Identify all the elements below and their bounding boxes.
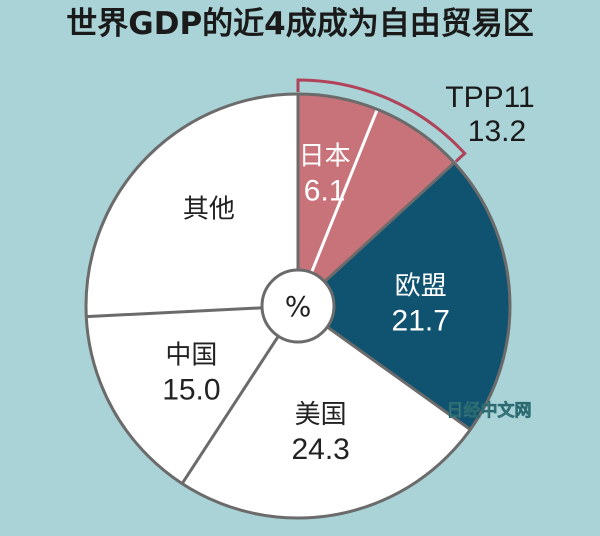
tpp11-bracket [296, 78, 467, 163]
slice-label-value-1: 6.1 [304, 175, 346, 208]
slice-label-name-3: 欧盟 [395, 272, 447, 302]
unit-label: % [285, 290, 312, 323]
pie-slice-6 [86, 94, 299, 317]
slice-label-value-4: 24.3 [291, 433, 349, 466]
tpp11-label: TPP11 [445, 81, 535, 114]
pie-slice-5 [86, 306, 299, 484]
pie-outline [84, 92, 512, 520]
slice-label-name-4: 美国 [295, 400, 347, 430]
pie-slice-2 [298, 109, 455, 307]
slice-label-value-3: 21.7 [392, 305, 450, 338]
watermark-logo: 日经中文网 [447, 400, 532, 421]
slice-label-name-6: 其他 [183, 194, 235, 224]
slice-label-name-5: 中国 [165, 340, 217, 370]
pie-slices [86, 94, 510, 518]
pie-slice-3 [298, 162, 510, 430]
pie-slice-4 [182, 306, 471, 518]
center-circle [260, 268, 336, 344]
chart-title: 世界GDP的近4成成为自由贸易区 [66, 6, 533, 42]
slice-label-value-5: 15.0 [162, 373, 220, 406]
tpp11-value: 13.2 [468, 115, 526, 148]
slice-label-name-1: 日本 [299, 142, 351, 172]
